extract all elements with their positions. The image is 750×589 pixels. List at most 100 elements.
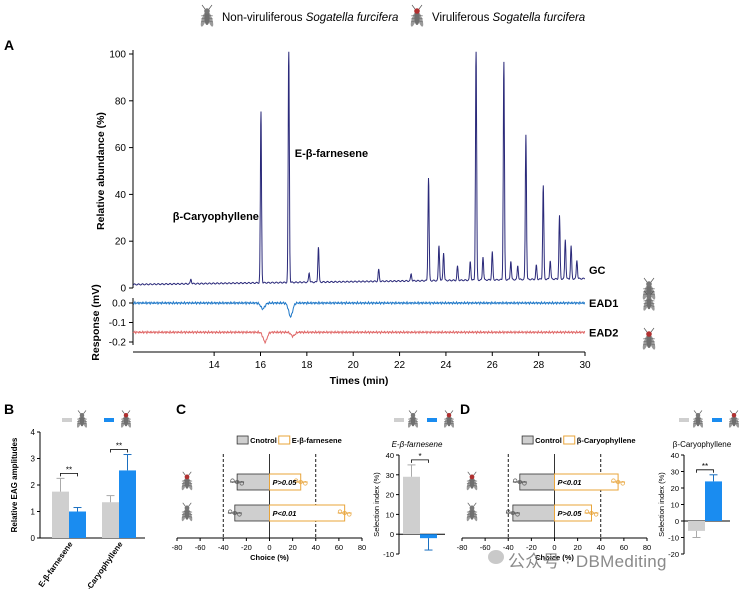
- p-value-label: P<0.01: [558, 478, 582, 487]
- leg: [473, 485, 478, 487]
- ead-trace-label: EAD2: [589, 327, 618, 339]
- odor-point: [342, 510, 347, 516]
- x-tick-label: 0: [552, 543, 556, 552]
- antenna-right: [418, 4, 423, 10]
- leg: [418, 17, 424, 20]
- antenna-left: [77, 410, 81, 414]
- x-tick-label: 0: [267, 543, 271, 552]
- viruliferous-insect-icon: [410, 4, 424, 27]
- panel-label-a: A: [4, 37, 14, 53]
- leg: [642, 343, 648, 346]
- ead-y-tick-label: -0.1: [109, 318, 127, 329]
- y-tick-label: 1: [31, 508, 36, 517]
- leg: [77, 420, 81, 422]
- antenna-right: [188, 471, 192, 476]
- leg: [650, 287, 656, 290]
- leg: [473, 511, 478, 513]
- leg: [83, 420, 87, 422]
- leg: [450, 420, 454, 422]
- leg: [444, 418, 448, 420]
- leg: [643, 305, 648, 307]
- control-point: [239, 481, 244, 486]
- antenna-left: [182, 471, 186, 476]
- head: [646, 331, 652, 337]
- leg: [466, 480, 471, 482]
- leg: [127, 420, 131, 422]
- inset-y-tick-label: 30: [386, 471, 394, 480]
- control-point: [513, 478, 518, 483]
- x-tick-label: -80: [172, 543, 183, 552]
- leg: [642, 337, 648, 340]
- leg: [642, 340, 648, 343]
- antenna-left: [643, 327, 648, 333]
- abdomen: [414, 11, 420, 25]
- odor-point: [611, 478, 616, 483]
- gc-y-tick-label: 0: [120, 284, 126, 295]
- leg: [77, 418, 81, 420]
- head: [79, 412, 85, 418]
- leg: [650, 305, 655, 307]
- inset-legend-grey: [394, 418, 404, 422]
- leg: [699, 422, 703, 425]
- antenna-right: [83, 410, 87, 414]
- x-tick-label: β-Caryophyllene: [81, 540, 125, 589]
- legend-nonviruliferous-insect-icon: [77, 410, 87, 428]
- legend-viruliferous-insect-icon: [121, 410, 131, 428]
- x-tick-label: 14: [209, 360, 221, 371]
- antenna-left: [467, 471, 471, 476]
- p-value-label: P<0.01: [273, 509, 297, 518]
- x-tick-label: -60: [195, 543, 206, 552]
- x-tick-label: 20: [573, 543, 581, 552]
- inset-y-axis-label: Selection index (%): [372, 472, 381, 537]
- leg: [650, 302, 655, 305]
- bar: [102, 502, 119, 538]
- antenna-right: [650, 277, 655, 283]
- gc-y-tick-label: 100: [109, 50, 126, 61]
- leg: [735, 422, 739, 425]
- leg: [181, 482, 186, 484]
- nonviruliferous-insect-icon: [466, 502, 478, 522]
- antenna-left: [411, 4, 416, 10]
- inset-legend-grey: [679, 418, 689, 422]
- leg: [642, 287, 648, 290]
- x-tick-label: 40: [312, 543, 320, 552]
- inset-significance-bracket: [696, 469, 714, 473]
- inset-y-tick-label: 10: [671, 501, 679, 510]
- abdomen: [695, 415, 701, 427]
- x-tick-label: E-β-farnesene: [37, 540, 75, 589]
- antenna-left: [643, 277, 648, 283]
- control-point: [237, 512, 242, 517]
- x-tick-label: 20: [348, 360, 360, 371]
- x-axis-label: Times (min): [330, 375, 389, 387]
- y-tick-label: 3: [31, 455, 36, 464]
- antenna-left: [729, 410, 733, 414]
- leg: [735, 418, 739, 420]
- inset-title: E-β-farnesene: [392, 440, 443, 449]
- y-tick-label: 4: [31, 428, 36, 437]
- panel-a-gc-ead-chart: 0 20 40 60 80 100 Relative abundance (%) β-Cary…: [90, 50, 656, 387]
- inset-y-tick-label: 0: [390, 530, 394, 539]
- bar: [52, 491, 69, 538]
- abdomen: [446, 415, 452, 427]
- p-value-label: P>0.05: [558, 509, 583, 518]
- head: [184, 474, 190, 480]
- x-tick-label: 24: [440, 360, 452, 371]
- x-tick-label: -40: [218, 543, 229, 552]
- antenna-left: [408, 410, 412, 414]
- ead-trace: [132, 329, 586, 345]
- leg: [473, 480, 478, 482]
- wechat-icon: [488, 550, 504, 564]
- odor-point: [303, 481, 308, 486]
- header-legend: Non-viruliferous Sogatella furcifera Vir…: [200, 4, 585, 27]
- watermark: 公众号 · DBMediting: [508, 552, 667, 571]
- nonviruliferous-insect-icon: [200, 4, 214, 27]
- leg: [650, 299, 655, 302]
- leg: [121, 418, 125, 420]
- antenna-right: [450, 410, 454, 414]
- x-tick-label: 30: [579, 360, 591, 371]
- inset-y-tick-label: 40: [671, 451, 679, 460]
- leg: [693, 418, 697, 420]
- gc-y-tick-label: 60: [115, 143, 127, 154]
- control-point: [515, 512, 520, 517]
